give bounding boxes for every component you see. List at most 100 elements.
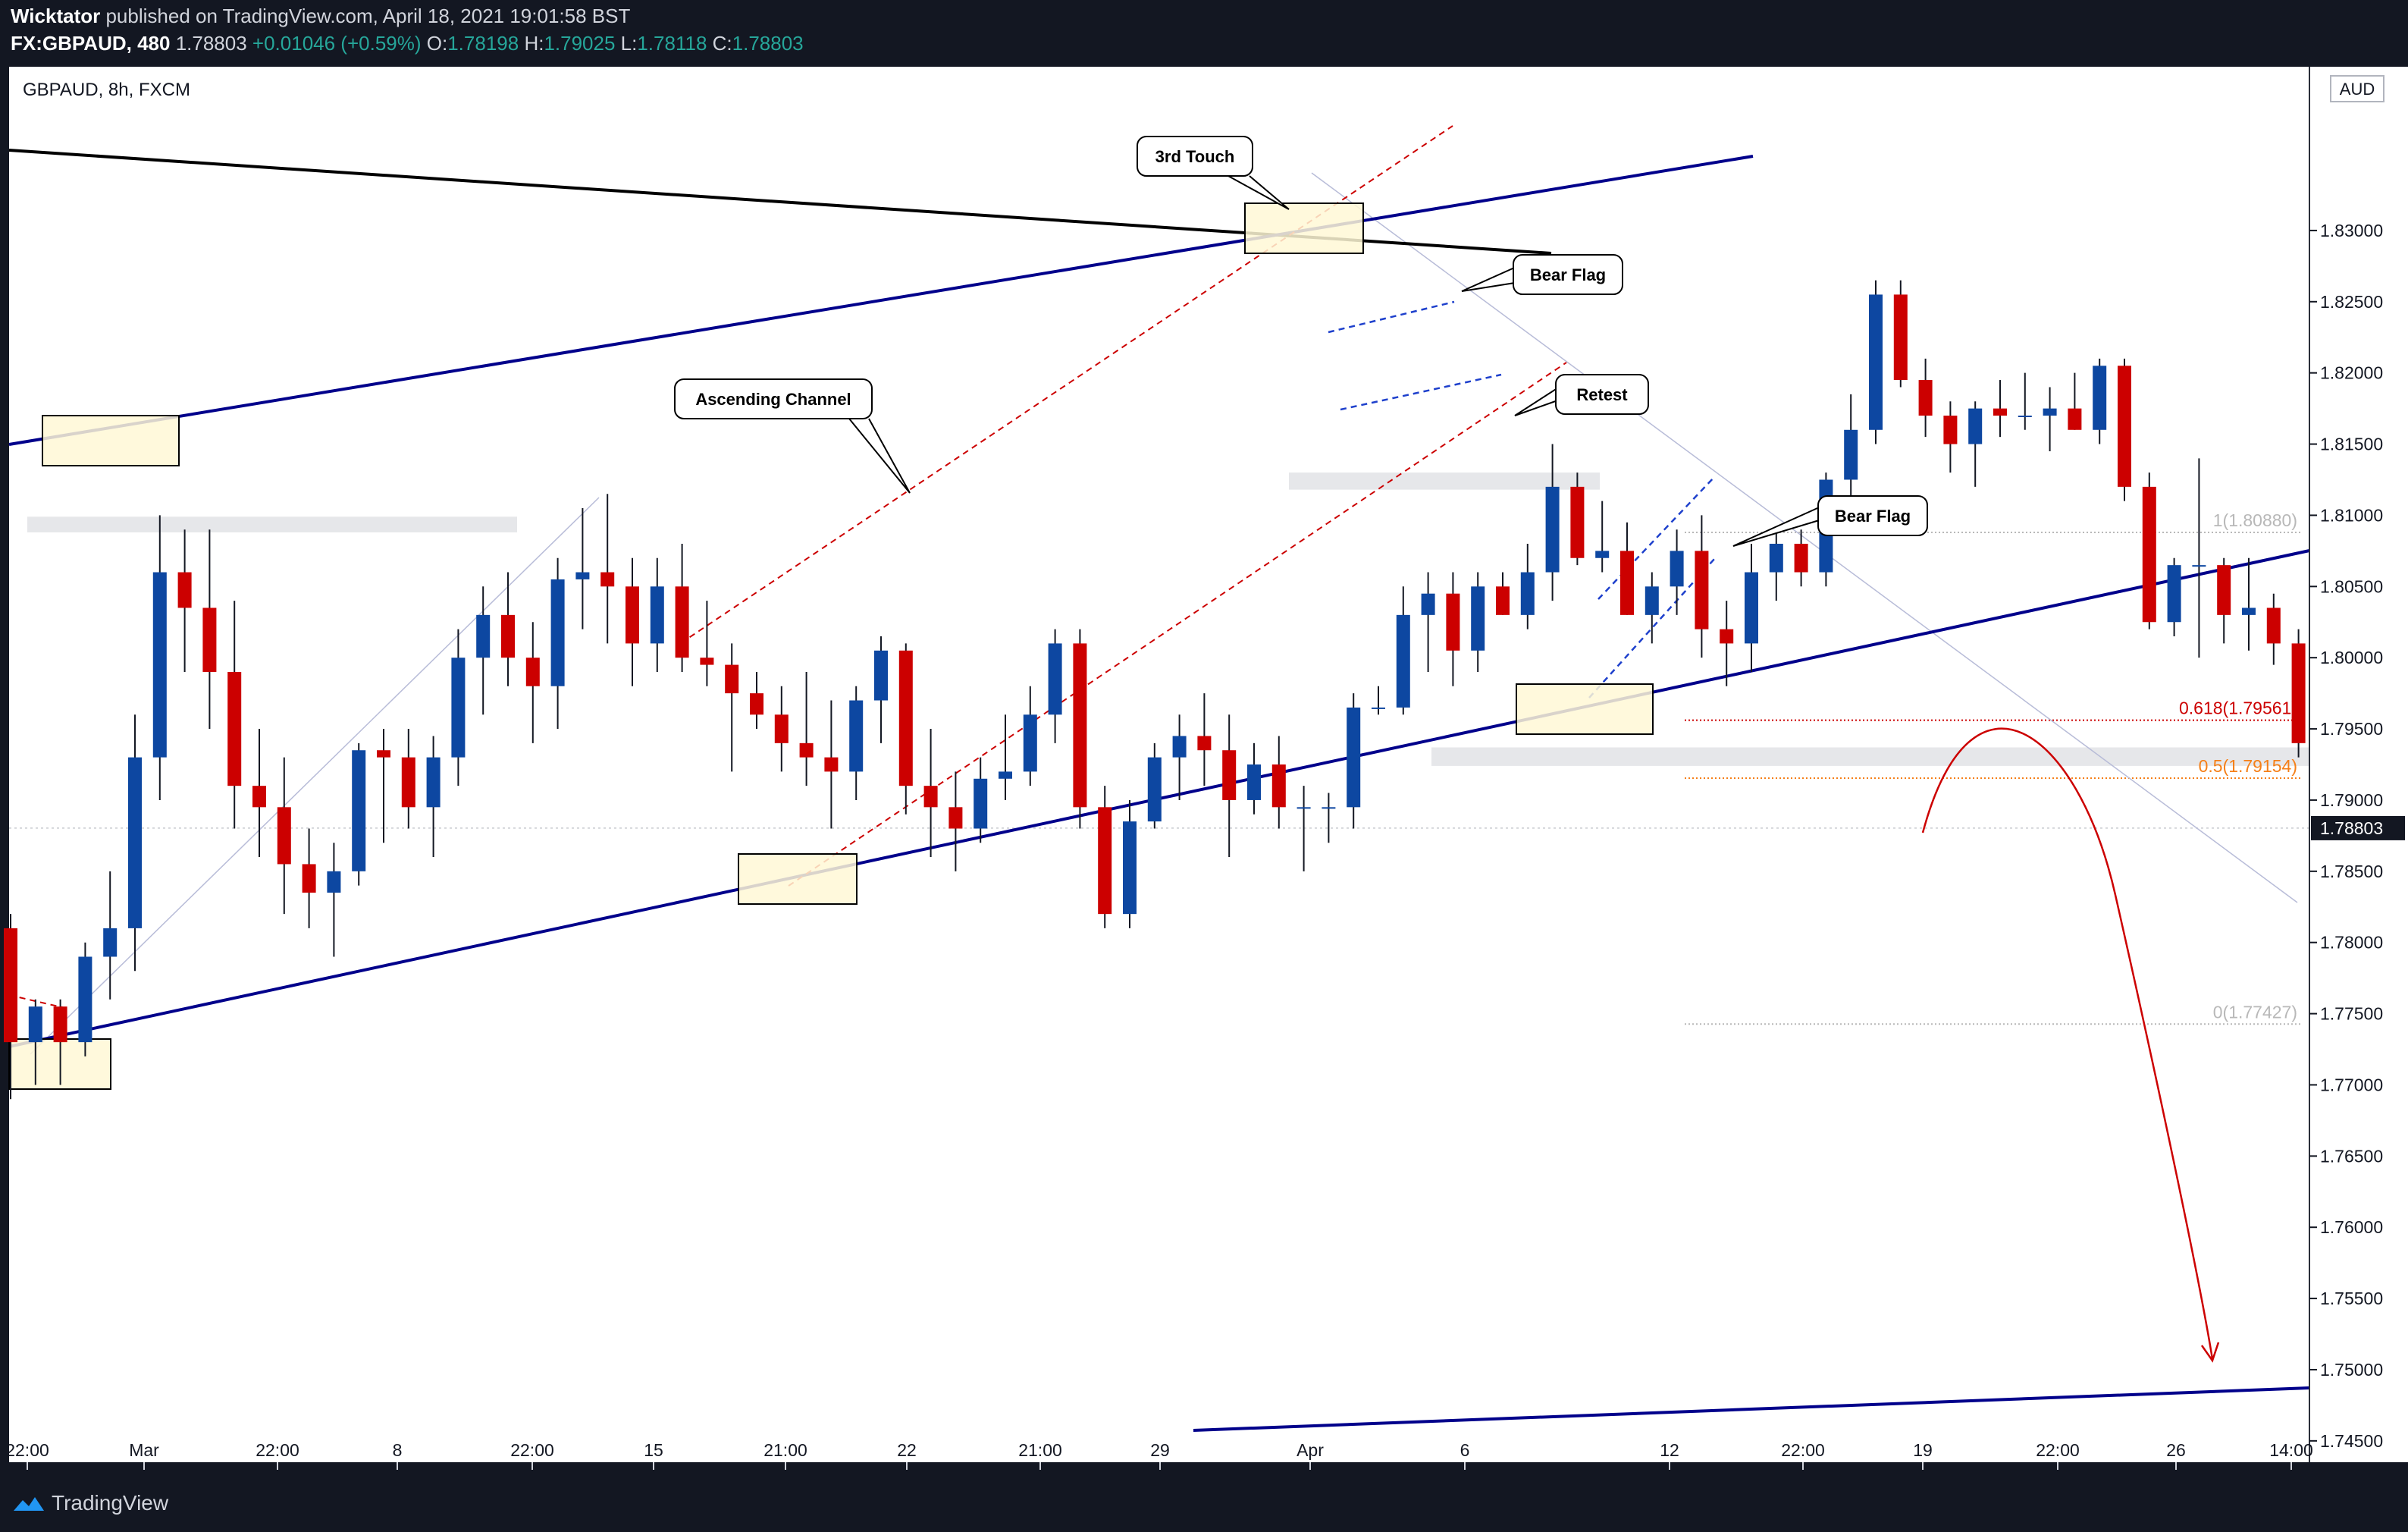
- candle-body: [327, 871, 341, 893]
- candle-body: [1023, 714, 1037, 772]
- downtrend-guide-line: [1311, 172, 2298, 903]
- y-tick-label: 1.79000: [2320, 790, 2383, 810]
- footer-brand: TradingView: [52, 1491, 169, 1515]
- last-price-badge: [2311, 815, 2405, 840]
- callout-label: 3rd Touch: [1155, 147, 1235, 166]
- candle-body: [1570, 486, 1585, 558]
- symbol-ohlc: FX:GBPAUD, 480 1.78803 +0.01046 (+0.59%)…: [11, 32, 804, 55]
- x-tick-label: 21:00: [763, 1440, 807, 1460]
- candle-body: [2266, 607, 2281, 644]
- x-tick-label: 22:00: [2036, 1440, 2080, 1460]
- candle-body: [252, 786, 266, 808]
- currency-label: AUD: [2340, 80, 2375, 99]
- callout-pointer: [1514, 385, 1563, 416]
- publish-info: Wicktator published on TradingView.com, …: [11, 5, 630, 28]
- candle-body: [874, 650, 888, 701]
- candle-body: [152, 572, 167, 758]
- candle-body: [1073, 643, 1087, 808]
- price-chart[interactable]: 1(1.80880) 0.618(1.79561) 0.5(1.79154) 0(1.…: [0, 61, 2408, 1476]
- last-price: 1.78803: [175, 32, 247, 55]
- candle-body: [1123, 821, 1137, 915]
- candle-body: [600, 572, 615, 587]
- x-tick-label: Apr: [1296, 1440, 1324, 1460]
- y-tick-label: 1.81500: [2320, 435, 2383, 454]
- x-tick-label: 22:00: [256, 1440, 299, 1460]
- candle-body: [1147, 757, 1162, 822]
- candle-body: [1595, 551, 1610, 558]
- tradingview-logo-icon: [14, 1497, 44, 1511]
- support-zone: [1431, 747, 2309, 766]
- candle-body: [53, 1006, 67, 1043]
- low-label: L:: [620, 32, 638, 55]
- candle-body: [1720, 629, 1734, 644]
- candle-body: [974, 778, 988, 829]
- candle-body: [1745, 572, 1758, 644]
- candle-body: [377, 750, 390, 758]
- y-tick-label: 1.75000: [2320, 1360, 2383, 1380]
- candle-body: [1322, 807, 1336, 809]
- callout-pointer: [1461, 265, 1520, 292]
- callout-label: Bear Flag: [1530, 265, 1606, 284]
- open-value: 1.78198: [447, 32, 519, 55]
- candle-body: [1943, 416, 1958, 444]
- candle-body: [999, 771, 1012, 779]
- candle-body: [550, 579, 565, 686]
- candle-body: [277, 807, 291, 865]
- candle-body: [774, 714, 789, 743]
- callout-box: [674, 378, 873, 419]
- chart-header: Wicktator published on TradingView.com, …: [0, 0, 2408, 61]
- candle-body: [1968, 408, 1983, 444]
- author-name[interactable]: Wicktator: [11, 5, 101, 27]
- x-tick-label: 22:00: [510, 1440, 554, 1460]
- candle-body: [2167, 565, 2181, 623]
- candle-body: [2018, 416, 2032, 417]
- y-tick-label: 1.79500: [2320, 719, 2383, 739]
- candle-body: [923, 786, 938, 808]
- candle-body: [2043, 408, 2057, 416]
- retest-zone: [1289, 472, 1600, 490]
- candle-body: [476, 614, 491, 658]
- low-value: 1.78118: [637, 32, 707, 55]
- change-value: +0.01046 (+0.59%): [252, 32, 422, 55]
- candle-body: [1620, 551, 1634, 615]
- candle-body: [1172, 736, 1187, 758]
- candle-body: [1695, 551, 1709, 629]
- price-axis[interactable]: [2309, 67, 2408, 1462]
- candle-body: [650, 586, 664, 644]
- chart-title: GBPAUD, 8h, FXCM: [23, 80, 190, 100]
- callout-box: [1137, 136, 1253, 177]
- high-value: 1.79025: [544, 32, 616, 55]
- candle-body: [177, 572, 192, 608]
- candle-body: [2093, 366, 2107, 430]
- candle-body: [2217, 565, 2231, 615]
- x-tick-label: 6: [1460, 1440, 1470, 1460]
- x-tick-label: 14:00: [2269, 1440, 2313, 1460]
- y-tick-label: 1.76500: [2320, 1146, 2383, 1166]
- resistance-zone: [27, 516, 517, 532]
- labels-layer: 1(1.80880) 0.618(1.79561) 0.5(1.79154) 0(1.…: [674, 136, 2297, 1022]
- y-tick-label: 1.78500: [2320, 862, 2383, 881]
- candle-body: [1645, 586, 1659, 615]
- x-tick-label: 22:00: [1781, 1440, 1825, 1460]
- projection-arrowhead: [2200, 1342, 2220, 1363]
- y-tick-label: 1.74500: [2320, 1431, 2383, 1451]
- fib-level-label: 0(1.77427): [2213, 1002, 2297, 1022]
- candle-body: [227, 671, 242, 786]
- callout-pointer: [1732, 504, 1825, 547]
- candle-body: [525, 658, 540, 686]
- close-label: C:: [712, 32, 732, 55]
- callout-box: [1513, 254, 1623, 295]
- currency-box[interactable]: [2330, 75, 2384, 102]
- candle-body: [575, 572, 590, 579]
- candle-body: [1769, 543, 1783, 573]
- candle-body: [948, 807, 963, 829]
- highlight-box: [42, 415, 180, 466]
- publish-date: published on TradingView.com, April 18, …: [105, 5, 631, 27]
- symbol: FX:GBPAUD, 480: [11, 32, 171, 55]
- y-tick-label: 1.80500: [2320, 576, 2383, 596]
- candle-body: [1372, 707, 1385, 709]
- candle-body: [1347, 707, 1361, 808]
- footer: TradingView: [0, 1476, 2408, 1532]
- x-tick-label: 21:00: [1018, 1440, 1062, 1460]
- y-tick-label: 1.75500: [2320, 1289, 2383, 1308]
